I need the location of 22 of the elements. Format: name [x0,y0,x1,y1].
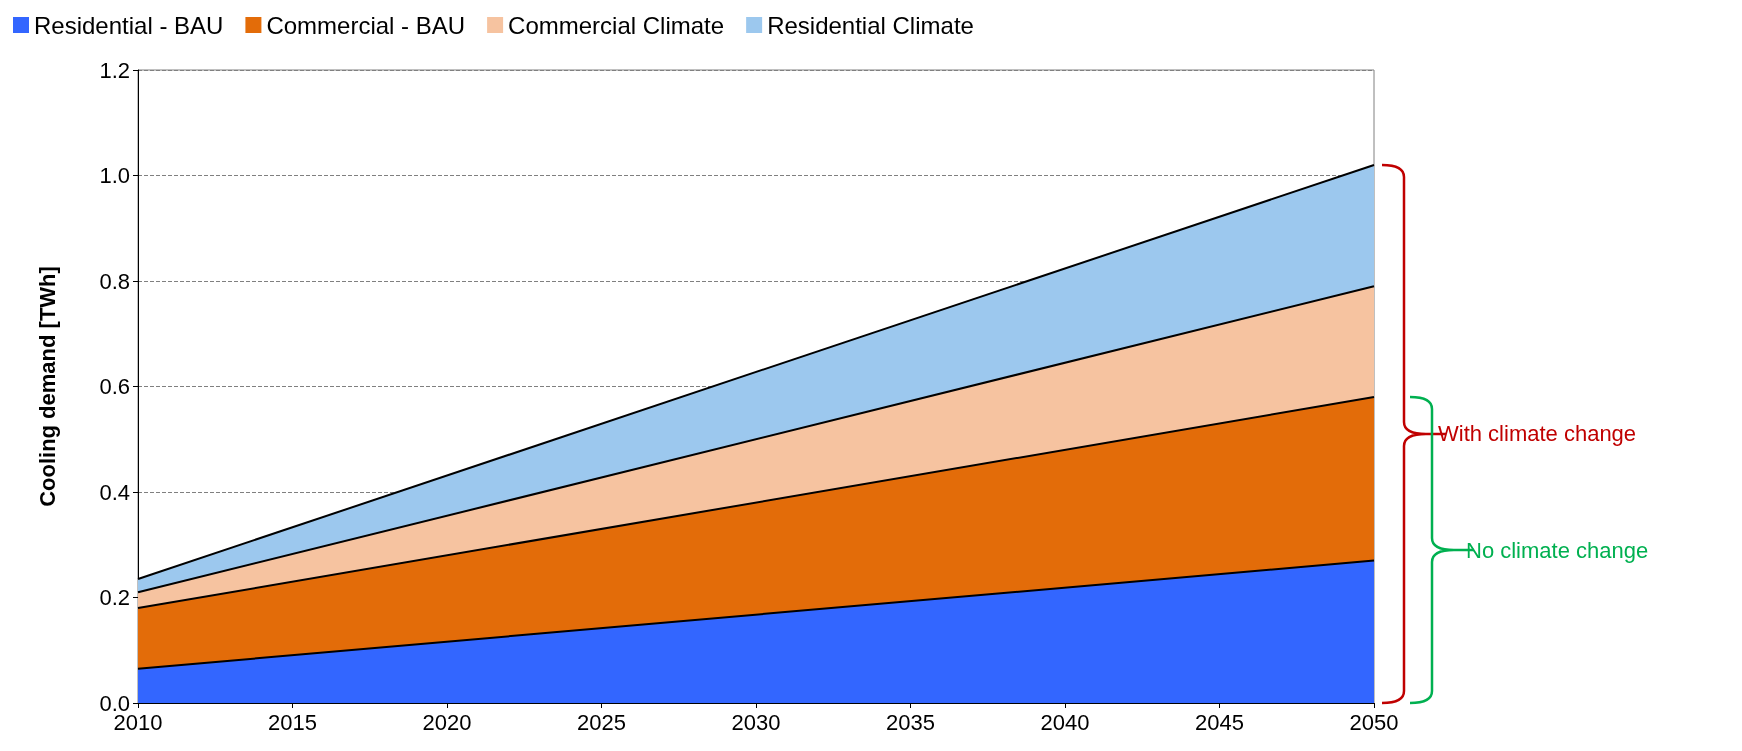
x-tick-label: 2050 [1349,709,1399,735]
y-axis-title: Cooling demand [TWh] [34,266,60,507]
x-tick-label: 2020 [422,709,472,735]
legend-label: Residential Climate [767,11,974,39]
y-tick-label: 1.0 [99,163,130,188]
y-tick-label: 0.0 [99,690,130,716]
x-tick-label: 2025 [577,709,626,735]
y-tick-label: 1.2 [99,57,130,83]
legend-label: Residential - BAU [34,11,224,39]
x-tick-label: 2030 [731,709,781,735]
legend-label: Commercial - BAU [266,11,466,39]
legend-label: Commercial Climate [508,11,725,39]
x-tick-label: 2040 [1040,709,1090,735]
text: No climate change [1466,537,1649,563]
y-tick-label: 0.2 [99,585,130,610]
x-tick-label: 2045 [1195,709,1244,735]
text: With climate change [1438,421,1637,447]
y-tick-label: 0.6 [99,374,130,399]
y-tick-label: 0.8 [99,268,130,294]
y-tick-label: 0.4 [99,479,130,505]
x-tick-label: 2035 [886,709,935,735]
x-tick-label: 2015 [268,709,317,735]
